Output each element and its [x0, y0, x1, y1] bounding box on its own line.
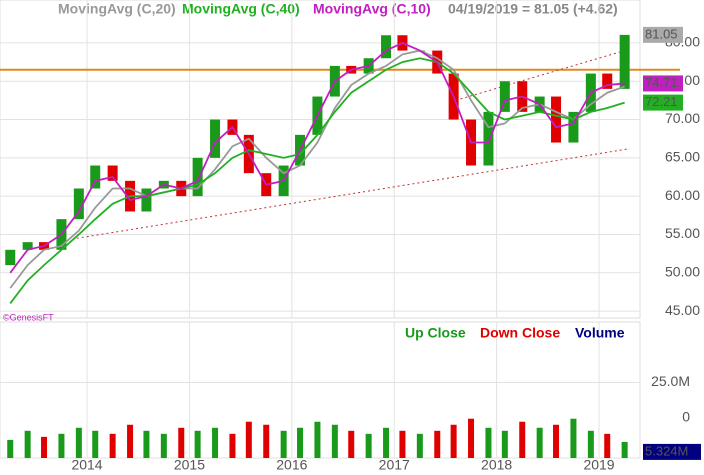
legend-entry: Up Close — [405, 325, 466, 341]
volume-tick-label: 25.0M — [651, 373, 690, 389]
legend-entry: Down Close — [480, 325, 560, 341]
candle — [381, 35, 392, 59]
candle — [22, 242, 33, 250]
candle — [73, 188, 84, 220]
volume-bar — [519, 421, 526, 458]
header-quote: 04/19/2019 = 81.05 (+4.62) — [448, 1, 618, 17]
moving-average — [9, 57, 625, 304]
volume-bar — [7, 439, 14, 458]
header-ma40: MovingAvg (C,40) — [182, 1, 300, 17]
volume-bar — [348, 430, 355, 458]
candle — [619, 34, 630, 89]
volume-bar — [143, 430, 150, 458]
volume-bar — [365, 433, 372, 458]
volume-bar — [229, 433, 236, 458]
volume-bar — [127, 424, 134, 458]
legend-entry: Volume — [575, 325, 625, 341]
candle — [90, 165, 101, 189]
volume-bar — [399, 430, 406, 458]
x-tick-label: 2015 — [174, 457, 205, 473]
x-tick-label: 2018 — [481, 457, 512, 473]
volume-bar — [501, 430, 508, 458]
volume-bar — [587, 430, 594, 458]
volume-bar — [434, 430, 441, 458]
volume-tick-label: 0 — [682, 409, 690, 425]
candle — [551, 96, 562, 143]
candle — [483, 111, 494, 166]
last-price-label-box — [643, 26, 683, 43]
candle — [192, 157, 203, 197]
volume-bar — [41, 436, 48, 458]
candle — [602, 73, 613, 89]
x-tick-label: 2014 — [71, 457, 102, 473]
x-tick-label: 2016 — [276, 457, 307, 473]
candle — [5, 249, 16, 266]
volume-bar — [194, 430, 201, 458]
volume-bar — [160, 433, 167, 458]
candle — [568, 111, 579, 143]
price-panel — [0, 0, 641, 319]
volume-bar — [109, 433, 116, 458]
x-tick-label: 2019 — [583, 457, 614, 473]
volume-bar — [178, 427, 185, 458]
volume-bar — [485, 427, 492, 458]
ma10-label: 74.71 — [645, 75, 678, 90]
volume-bar — [280, 430, 287, 458]
moving-average — [9, 49, 625, 289]
volume-bar — [263, 424, 270, 458]
volume-bar — [75, 427, 82, 458]
watermark: ©GenesisFT — [3, 312, 54, 322]
candle — [107, 165, 118, 181]
volume-bar — [383, 427, 390, 458]
volume-label-box — [643, 443, 701, 460]
candle — [499, 81, 510, 112]
ma10-label-box — [643, 75, 683, 92]
volume-bar — [570, 418, 577, 458]
trend-line — [455, 51, 620, 101]
volume-bar — [245, 421, 252, 458]
volume-bar — [604, 433, 611, 458]
volume-bar — [331, 424, 338, 458]
y-tick-label: 50.00 — [665, 263, 700, 279]
y-tick-label: 70.00 — [665, 110, 700, 126]
last-price-label: 81.05 — [645, 26, 678, 41]
volume-bar — [212, 427, 219, 458]
volume-bar — [24, 430, 31, 458]
y-tick-label: 45.00 — [665, 302, 700, 318]
y-tick-label: 55.00 — [665, 225, 700, 241]
volume-bar — [58, 433, 65, 458]
ma40-label-box — [643, 94, 683, 111]
volume-bar — [536, 427, 543, 458]
volume-bar — [468, 418, 475, 458]
candle — [141, 188, 152, 212]
trend-line — [76, 148, 630, 239]
candle — [210, 119, 221, 158]
volume-bar — [553, 424, 560, 458]
y-tick-label: 60.00 — [665, 187, 700, 203]
volume-bar — [450, 424, 457, 458]
ma40-label: 72.21 — [645, 94, 678, 109]
volume-bar — [92, 430, 99, 458]
volume-bar — [621, 441, 628, 458]
volume-bar — [416, 433, 423, 458]
volume-bar — [297, 427, 304, 458]
header-ma10: MovingAvg (C,10) — [313, 1, 431, 17]
volume-last-label: 5.324M — [645, 443, 688, 458]
y-tick-label: 65.00 — [665, 149, 700, 165]
header-ma20: MovingAvg (C,20) — [58, 1, 176, 17]
volume-bar — [314, 421, 321, 458]
x-tick-label: 2017 — [379, 457, 410, 473]
moving-average — [9, 41, 625, 274]
